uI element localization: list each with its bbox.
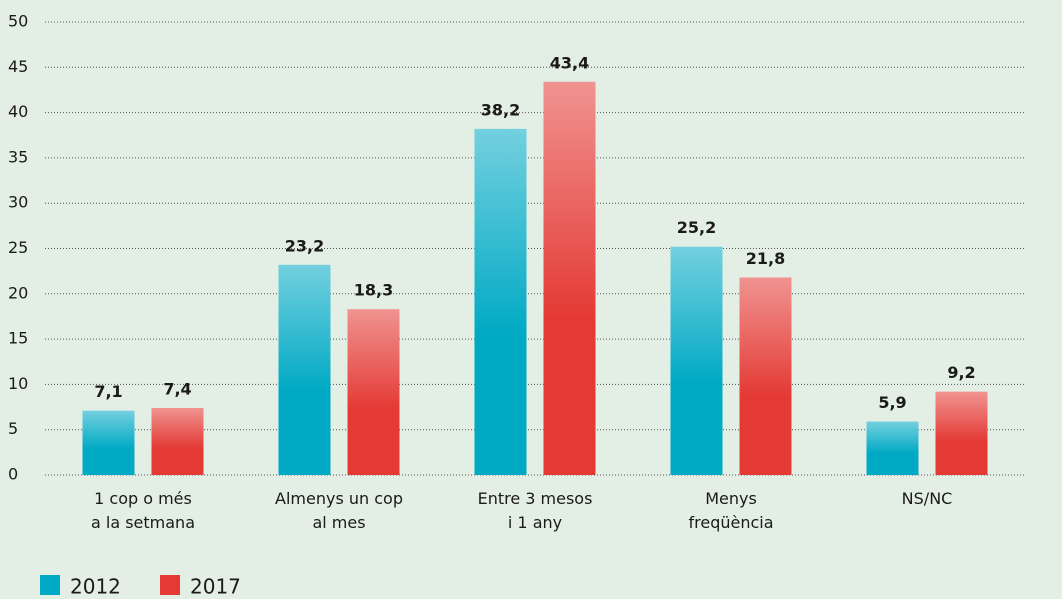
value-label: 23,2 — [285, 236, 324, 255]
value-label: 38,2 — [481, 100, 520, 119]
y-tick-label: 45 — [8, 57, 28, 76]
y-tick-label: 10 — [8, 374, 28, 393]
x-tick-label: 1 cop o més a la setmana — [91, 489, 195, 532]
y-tick-label: 0 — [8, 465, 18, 484]
bar — [82, 410, 135, 475]
value-label: 7,1 — [94, 382, 122, 401]
value-label: 9,2 — [947, 363, 975, 382]
x-tick-label: Almenys un cop al mes — [275, 489, 403, 532]
x-tick-label: NS/NC — [902, 489, 953, 508]
bar — [739, 277, 792, 475]
bar — [474, 128, 527, 475]
y-tick-label: 5 — [8, 419, 18, 438]
value-label: 7,4 — [163, 379, 191, 398]
legend-label: 2017 — [190, 575, 241, 599]
y-tick-label: 50 — [8, 12, 28, 31]
bar — [543, 81, 596, 476]
value-label: 18,3 — [354, 281, 393, 300]
bar — [151, 407, 204, 475]
y-tick-label: 30 — [8, 193, 28, 212]
bar — [278, 264, 331, 475]
x-tick-label: Menys freqüència — [688, 489, 773, 532]
value-label: 21,8 — [746, 249, 785, 268]
y-tick-label: 25 — [8, 238, 28, 257]
y-tick-label: 15 — [8, 329, 28, 348]
bar — [347, 309, 400, 475]
legend-swatch — [160, 575, 180, 595]
bar — [935, 391, 988, 475]
value-label: 43,4 — [550, 53, 589, 72]
value-label: 5,9 — [878, 393, 906, 412]
bar — [866, 421, 919, 475]
legend-label: 2012 — [70, 575, 121, 599]
value-label: 25,2 — [677, 218, 716, 237]
y-tick-label: 35 — [8, 147, 28, 166]
bar — [670, 246, 723, 475]
y-tick-label: 20 — [8, 283, 28, 302]
x-tick-label: Entre 3 mesos i 1 any — [478, 489, 593, 532]
y-tick-label: 40 — [8, 102, 28, 121]
legend-swatch — [40, 575, 60, 595]
